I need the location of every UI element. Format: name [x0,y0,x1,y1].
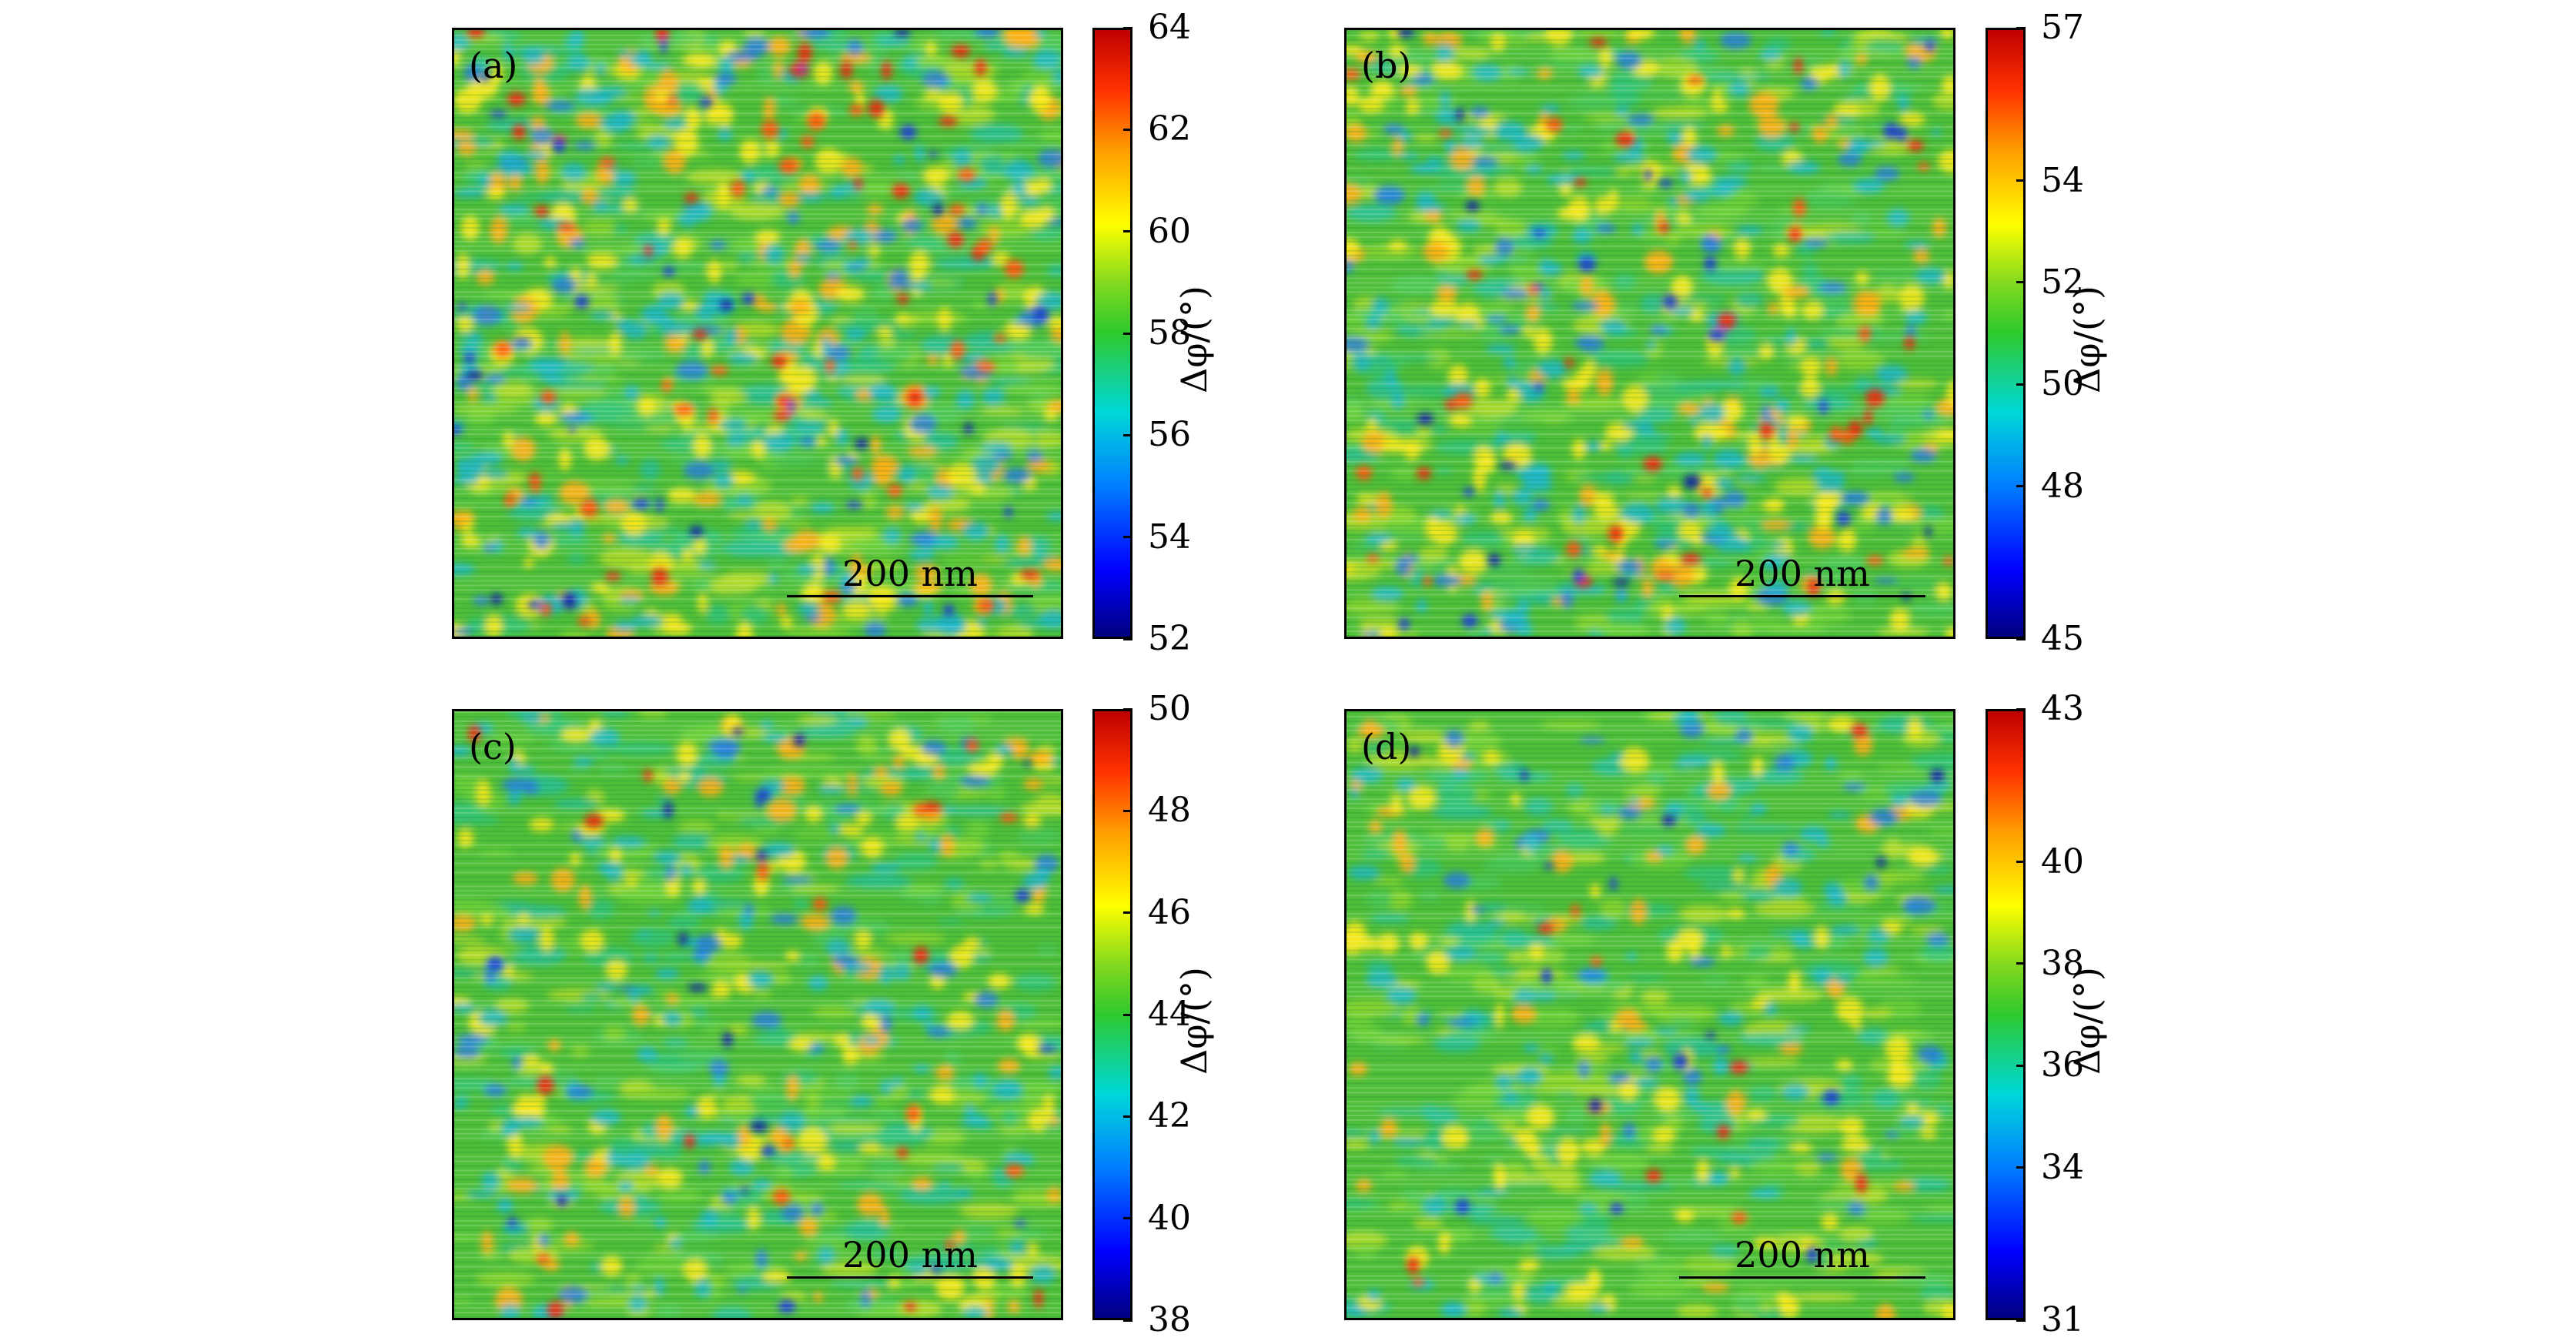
colorbar-tick-label: 48 [1148,791,1191,831]
phase-map-image [1344,709,1955,1320]
panel-label: (d) [1361,726,1412,767]
colorbar-tick-label: 54 [1148,517,1191,557]
colorbar-tick-label: 50 [2041,364,2084,404]
colorbar-tick-label: 64 [1148,8,1191,47]
phase-map-image [452,28,1063,639]
panel-label: (b) [1361,45,1412,86]
colorbar-tick-mark [2016,281,2026,284]
colorbar [1986,709,2026,1320]
panel-label: (c) [469,726,517,767]
colorbar-tick-label: 60 [1148,211,1191,251]
colorbar-tick-mark [1123,128,1132,131]
colorbar-tick-label: 52 [2041,262,2084,302]
colorbar-tick-label: 46 [1148,892,1191,932]
colorbar-axis-title: Δφ/(°) [2066,967,2108,1075]
scale-bar [787,595,1033,597]
colorbar-tick-label: 40 [1148,1198,1191,1238]
phase-map-texture [454,30,1061,637]
colorbar-tick-label: 58 [1148,313,1191,353]
colorbar-tick-mark [1123,809,1132,812]
colorbar-tick-label: 31 [2041,1300,2084,1339]
colorbar-tick-mark [2016,861,2026,863]
panel-label: (a) [469,45,518,86]
colorbar-tick-label: 48 [2041,466,2084,506]
colorbar-tick-mark [1123,26,1132,29]
scale-bar [787,1276,1033,1279]
phase-map-texture [1347,30,1953,637]
colorbar-tick-label: 54 [2041,160,2084,200]
colorbar-tick-label: 45 [2041,619,2084,658]
colorbar-tick-label: 57 [2041,8,2084,47]
scale-bar-label: 200 nm [1735,1234,1870,1276]
colorbar-tick-mark [1123,536,1132,539]
colorbar-axis-title: Δφ/(°) [2066,286,2108,393]
colorbar-tick-label: 42 [1148,1096,1191,1136]
phase-map-texture [1347,711,1953,1318]
colorbar-tick-mark [1123,1115,1132,1118]
colorbar-tick-mark [2016,26,2026,29]
colorbar-tick-label: 38 [2041,943,2084,983]
colorbar-tick-label: 56 [1148,415,1191,455]
colorbar-tick-mark [2016,179,2026,182]
colorbar-tick-mark [2016,707,2026,711]
colorbar-tick-label: 62 [1148,109,1191,149]
colorbar-tick-label: 44 [1148,995,1191,1034]
colorbar-tick-mark [2016,1319,2026,1322]
colorbar-tick-mark [2016,383,2026,386]
colorbar-tick-mark [1123,332,1132,335]
colorbar-tick-mark [2016,637,2026,640]
colorbar-tick-mark [1123,707,1132,711]
colorbar-tick-label: 52 [1148,619,1191,658]
colorbar-tick-label: 38 [1148,1300,1191,1339]
scale-bar-label: 200 nm [842,1234,978,1276]
colorbar-tick-mark [2016,1166,2026,1169]
colorbar-tick-mark [2016,962,2026,965]
colorbar-tick-label: 36 [2041,1045,2084,1085]
phase-map-texture [454,711,1061,1318]
phase-map-image [1344,28,1955,639]
colorbar-tick-mark [1123,637,1132,640]
colorbar-tick-mark [1123,911,1132,915]
colorbar-tick-mark [2016,1064,2026,1067]
colorbar-axis-title: Δφ/(°) [1173,286,1215,393]
colorbar-tick-mark [1123,433,1132,436]
colorbar-tick-label: 40 [2041,841,2084,881]
colorbar-tick-label: 43 [2041,689,2084,728]
scale-bar [1679,1276,1925,1279]
colorbar-tick-label: 34 [2041,1147,2084,1187]
scale-bar-label: 200 nm [842,553,978,594]
scale-bar-label: 200 nm [1735,553,1870,594]
colorbar-tick-mark [1123,1013,1132,1016]
colorbar-tick-mark [2016,485,2026,487]
phase-map-image [452,709,1063,1320]
colorbar [1986,28,2026,639]
colorbar-tick-label: 50 [1148,689,1191,728]
colorbar-tick-mark [1123,1319,1132,1322]
colorbar-tick-mark [1123,1217,1132,1220]
colorbar-tick-mark [1123,230,1132,233]
colorbar-axis-title: Δφ/(°) [1173,967,1215,1075]
scale-bar [1679,595,1925,597]
